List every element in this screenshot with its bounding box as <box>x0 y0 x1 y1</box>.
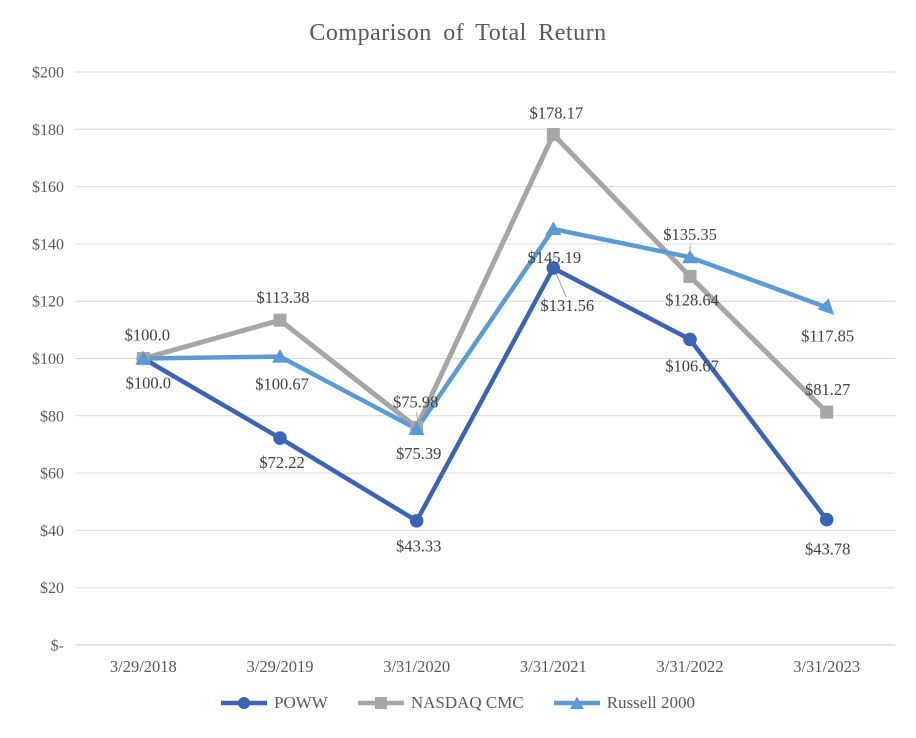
legend-label-poww: POWW <box>273 693 328 712</box>
legend-item-russell-2000: Russell 2000 <box>553 693 696 713</box>
marker-russell-2000 <box>135 351 152 365</box>
legend-square <box>374 697 387 709</box>
data-label: $43.78 <box>805 540 850 559</box>
marker-nasdaq-cmc <box>683 269 697 283</box>
data-label: $178.17 <box>530 104 584 123</box>
data-label: $100.67 <box>255 375 309 394</box>
y-tick-label: $40 <box>40 523 64 540</box>
y-tick-label: $80 <box>40 408 64 425</box>
marker-poww <box>273 431 287 445</box>
data-label: $113.38 <box>256 288 309 307</box>
data-label: $81.27 <box>805 380 850 399</box>
series-line-nasdaq-cmc <box>140 132 830 430</box>
data-label: $135.35 <box>663 225 717 244</box>
data-label: $100.0 <box>126 374 171 393</box>
series-line-russell-2000 <box>141 226 829 432</box>
x-tick-label: 3/31/2021 <box>520 657 587 676</box>
data-label: $43.33 <box>396 536 441 555</box>
y-tick-label: $60 <box>40 466 64 483</box>
marker-nasdaq-cmc <box>273 313 287 327</box>
marker-russell-2000 <box>545 221 562 236</box>
marker-russell-2000 <box>682 249 698 264</box>
data-label: $145.19 <box>528 248 582 267</box>
y-tick-label: $180 <box>32 122 64 139</box>
legend-label-nasdaq-cmc: NASDAQ CMC <box>410 693 524 712</box>
y-tick-label: $- <box>51 638 64 655</box>
y-tick-label: $120 <box>32 294 64 311</box>
data-label: $131.56 <box>541 296 595 315</box>
y-tick-label: $160 <box>32 179 64 196</box>
x-tick-label: 3/31/2020 <box>383 657 450 676</box>
series-line-poww <box>141 265 829 524</box>
y-tick-label: $140 <box>32 236 64 253</box>
marker-poww <box>409 514 424 528</box>
x-tick-label: 3/29/2018 <box>110 657 177 676</box>
data-label: $128.64 <box>665 290 719 309</box>
label-leader-line <box>555 273 567 298</box>
marker-poww <box>546 261 561 275</box>
marker-nasdaq-cmc <box>820 405 834 419</box>
marker-poww <box>683 332 697 347</box>
legend-circle <box>237 697 250 709</box>
russell-triangle-marker-icon <box>553 696 600 709</box>
data-label: $75.39 <box>396 444 441 463</box>
y-tick-label: $100 <box>32 351 64 368</box>
legend-label-russell-2000: Russell 2000 <box>606 693 696 712</box>
nasdaq-square-marker-icon <box>357 697 404 709</box>
data-label: $106.67 <box>665 356 719 375</box>
y-tick-label: $200 <box>32 65 64 82</box>
legend-triangle <box>569 696 584 709</box>
legend-item-nasdaq-cmc: NASDAQ CMC <box>357 693 524 713</box>
data-label: $100.0 <box>125 326 170 345</box>
x-tick-label: 3/31/2022 <box>657 657 724 676</box>
x-tick-label: 3/31/2023 <box>793 657 860 676</box>
data-label: $75.98 <box>393 392 438 411</box>
x-tick-label: 3/29/2019 <box>247 657 314 676</box>
marker-russell-2000 <box>272 349 288 363</box>
poww-circle-marker-icon <box>220 697 267 709</box>
marker-russell-2000 <box>408 421 425 436</box>
legend: POWW NASDAQ CMC Russell 2000 <box>0 688 916 718</box>
label-leader-line <box>416 412 419 422</box>
legend-item-poww: POWW <box>220 693 328 713</box>
marker-poww <box>819 512 834 527</box>
y-tick-label: $20 <box>40 580 64 597</box>
marker-nasdaq-cmc <box>546 128 560 142</box>
marker-russell-2000 <box>817 298 835 315</box>
chart-title: Comparison of Total Return <box>309 20 607 46</box>
data-label: $72.22 <box>259 453 304 472</box>
data-label: $117.85 <box>801 326 854 345</box>
